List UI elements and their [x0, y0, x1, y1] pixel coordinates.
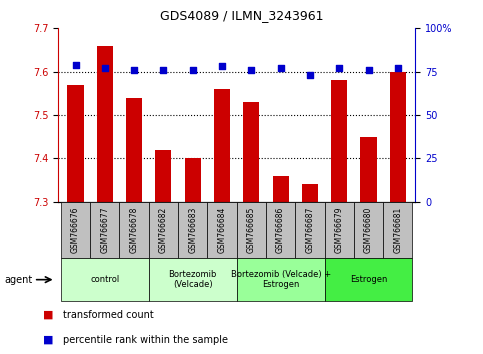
Bar — [61, 258, 149, 301]
Bar — [266, 202, 295, 258]
Point — [306, 72, 314, 78]
Bar — [185, 159, 201, 202]
Bar — [360, 137, 377, 202]
Bar — [149, 258, 237, 301]
Point — [189, 67, 197, 73]
Text: GSM766678: GSM766678 — [129, 206, 139, 253]
Text: agent: agent — [5, 275, 33, 285]
Text: GSM766684: GSM766684 — [217, 206, 227, 253]
Point — [159, 67, 167, 73]
Bar — [207, 202, 237, 258]
Point — [101, 65, 109, 71]
Bar — [90, 202, 119, 258]
Point — [335, 65, 343, 71]
Bar — [68, 85, 84, 202]
Text: GSM766685: GSM766685 — [247, 206, 256, 253]
Text: transformed count: transformed count — [63, 310, 154, 320]
Text: ■: ■ — [43, 335, 54, 345]
Text: ■: ■ — [43, 310, 54, 320]
Bar — [156, 150, 171, 202]
Text: GSM766676: GSM766676 — [71, 206, 80, 253]
Bar — [214, 89, 230, 202]
Bar — [119, 202, 149, 258]
Point — [277, 65, 284, 71]
Text: GSM766680: GSM766680 — [364, 206, 373, 253]
Bar — [237, 202, 266, 258]
Bar — [237, 258, 325, 301]
Point — [365, 67, 372, 73]
Point — [218, 64, 226, 69]
Text: GSM766683: GSM766683 — [188, 206, 197, 253]
Text: percentile rank within the sample: percentile rank within the sample — [63, 335, 228, 345]
Bar — [302, 184, 318, 202]
Text: GSM766687: GSM766687 — [305, 206, 314, 253]
Bar — [295, 202, 325, 258]
Text: GSM766682: GSM766682 — [159, 206, 168, 252]
Text: GSM766686: GSM766686 — [276, 206, 285, 253]
Bar — [331, 80, 347, 202]
Text: Bortezomib (Velcade) +
Estrogen: Bortezomib (Velcade) + Estrogen — [230, 270, 331, 289]
Point — [247, 67, 255, 73]
Text: control: control — [90, 275, 119, 284]
Text: GSM766677: GSM766677 — [100, 206, 109, 253]
Text: Estrogen: Estrogen — [350, 275, 387, 284]
Bar — [325, 202, 354, 258]
Text: Bortezomib
(Velcade): Bortezomib (Velcade) — [169, 270, 217, 289]
Bar — [272, 176, 289, 202]
Bar — [325, 258, 412, 301]
Bar — [97, 46, 113, 202]
Text: GDS4089 / ILMN_3243961: GDS4089 / ILMN_3243961 — [160, 9, 323, 22]
Bar — [354, 202, 383, 258]
Bar — [126, 98, 142, 202]
Bar — [61, 202, 90, 258]
Bar — [149, 202, 178, 258]
Text: GSM766679: GSM766679 — [335, 206, 344, 253]
Bar — [178, 202, 207, 258]
Point — [71, 62, 79, 68]
Text: GSM766681: GSM766681 — [393, 206, 402, 252]
Bar — [243, 102, 259, 202]
Bar — [383, 202, 412, 258]
Point — [130, 67, 138, 73]
Point — [394, 65, 402, 71]
Bar — [390, 72, 406, 202]
